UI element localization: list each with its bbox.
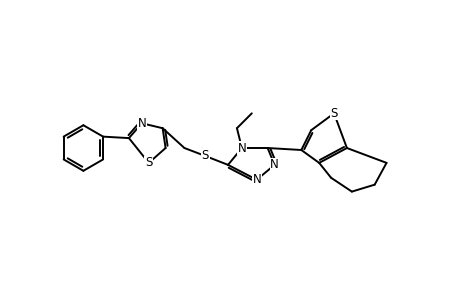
Text: S: S (330, 107, 337, 120)
Text: N: N (137, 117, 146, 130)
Text: S: S (201, 149, 208, 162)
Text: N: N (237, 142, 246, 154)
Text: S: S (145, 156, 152, 170)
Text: N: N (252, 173, 261, 186)
Text: N: N (269, 158, 278, 171)
